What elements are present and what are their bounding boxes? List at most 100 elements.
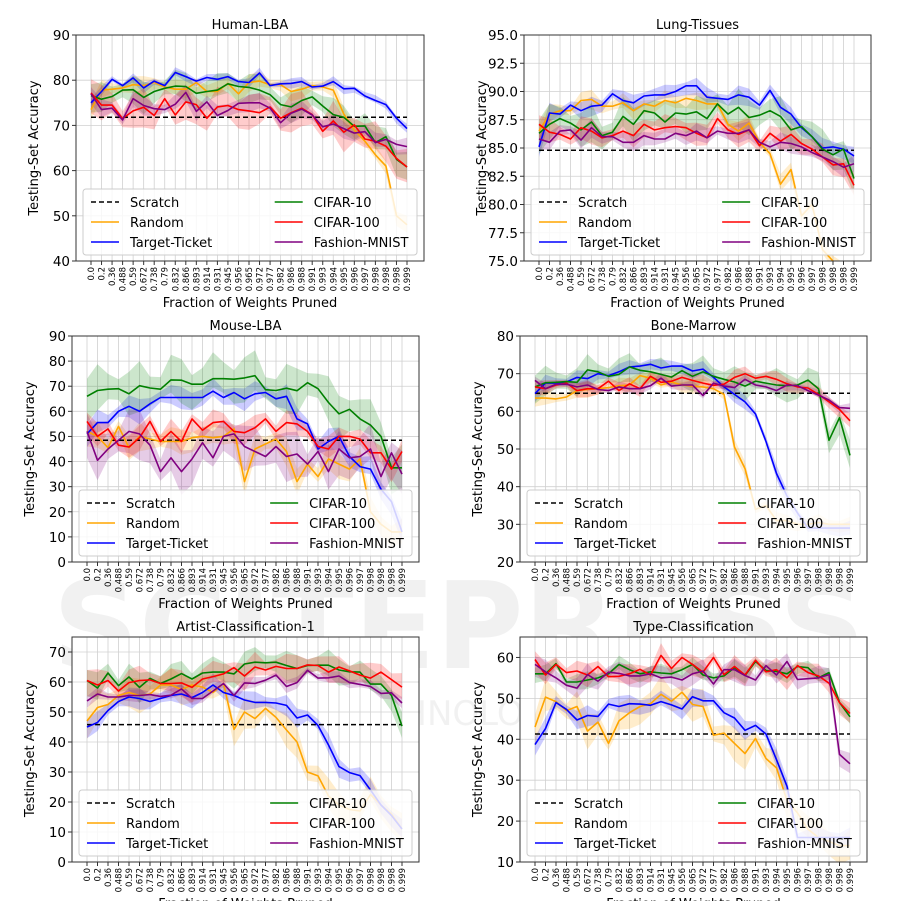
x-tick-label: 0.977 — [714, 267, 724, 291]
x-tick-label: 0.965 — [245, 267, 255, 291]
x-tick-label: 0.965 — [689, 868, 699, 892]
legend-label-fmnist: Fashion-MNIST — [761, 236, 856, 251]
x-tick-label: 0.996 — [346, 868, 356, 892]
x-tick-label: 0.945 — [668, 868, 678, 892]
x-tick-label: 0.488 — [563, 868, 573, 892]
x-tick-label: 0.994 — [325, 868, 335, 892]
x-tick-label: 0.988 — [745, 267, 755, 291]
x-tick-label: 0.914 — [199, 868, 209, 892]
band-cifar10 — [539, 88, 854, 194]
x-tick-label: 0.931 — [657, 568, 667, 592]
x-tick-label: 0.986 — [283, 868, 293, 892]
x-tick-label: 0.977 — [266, 267, 276, 291]
x-tick-label: 0.931 — [213, 267, 223, 291]
x-tick-label: 0.36 — [108, 267, 118, 286]
x-tick-label: 0.998 — [371, 267, 381, 291]
x-tick-label: 0.945 — [220, 568, 230, 592]
legend-label-cifar10: CIFAR-10 — [757, 497, 815, 512]
x-tick-label: 0.672 — [588, 267, 598, 291]
x-tick-label: 0.866 — [630, 267, 640, 291]
x-tick-label: 0.982 — [272, 568, 282, 592]
x-tick-label: 0.977 — [262, 868, 272, 892]
y-tick-label: 60 — [49, 675, 66, 691]
x-tick-label: 0.998 — [829, 267, 839, 291]
band-cifar100 — [91, 79, 407, 183]
series-line-target — [86, 390, 403, 533]
y-tick-label: 50 — [49, 429, 66, 445]
y-tick-label: 0 — [57, 555, 66, 571]
x-tick-label: 0.672 — [584, 568, 594, 592]
x-tick-label: 0.991 — [752, 868, 762, 892]
band-cifar10 — [87, 647, 402, 738]
legend-box — [82, 188, 418, 256]
legend-label-cifar10: CIFAR-10 — [309, 497, 367, 512]
x-tick-label: 0.988 — [298, 267, 308, 291]
y-tick-label: 50 — [497, 442, 514, 458]
series-line-target — [90, 71, 408, 130]
band-cifar10 — [535, 353, 850, 469]
x-tick-label: 0.488 — [115, 568, 125, 592]
legend-label-cifar10: CIFAR-10 — [761, 196, 819, 211]
x-tick-label: 0.972 — [699, 568, 709, 592]
x-tick-label: 0.998 — [377, 568, 387, 592]
x-tick-label: 0.931 — [657, 868, 667, 892]
x-tick-label: 0.0 — [535, 267, 545, 281]
legend-label-scratch: Scratch — [126, 497, 175, 512]
x-tick-label: 0.672 — [136, 568, 146, 592]
x-tick-label: 0.914 — [199, 568, 209, 592]
x-tick-label: 0.59 — [573, 868, 583, 887]
x-tick-label: 0.965 — [689, 568, 699, 592]
x-tick-label: 0.79 — [157, 568, 167, 587]
x-tick-label: 0.995 — [340, 267, 350, 291]
x-tick-label: 0.36 — [552, 568, 562, 587]
x-tick-label: 0.945 — [224, 267, 234, 291]
x-tick-label: 0.994 — [329, 267, 339, 291]
x-tick-label: 0.977 — [710, 568, 720, 592]
x-axis-label: Fraction of Weights Pruned — [158, 597, 333, 612]
x-tick-label: 0.956 — [235, 267, 245, 291]
y-axis-label: Testing-Set Accuracy — [475, 80, 490, 217]
x-tick-label: 0.998 — [382, 267, 392, 291]
y-axis-label: Testing-Set Accuracy — [471, 381, 486, 518]
series-line-fmnist — [86, 430, 403, 478]
legend-label-cifar10: CIFAR-10 — [314, 196, 372, 211]
chart-panel-lung-tissues: Lung-Tissues 75.0 77.5 80.0 82.5 85.0 87.5 90.0… — [475, 18, 872, 311]
chart-title: Lung-Tissues — [656, 18, 739, 33]
x-tick-label: 0.998 — [393, 267, 403, 291]
x-axis-label: Fraction of Weights Pruned — [610, 296, 785, 311]
plot-content — [538, 77, 855, 261]
y-axis-label: Testing-Set Accuracy — [471, 682, 486, 819]
x-tick-label: 0.972 — [251, 568, 261, 592]
legend-label-cifar10: CIFAR-10 — [309, 797, 367, 812]
y-axis-label: Testing-Set Accuracy — [27, 80, 42, 217]
y-tick-label: 70 — [49, 645, 66, 661]
y-tick-label: 30 — [49, 765, 66, 781]
x-tick-label: 0.982 — [720, 868, 730, 892]
band-fmnist — [535, 653, 850, 774]
x-tick-label: 0.2 — [98, 267, 108, 281]
x-tick-label: 0.986 — [731, 568, 741, 592]
x-tick-label: 0.997 — [356, 868, 366, 892]
legend-label-random: Random — [130, 216, 184, 231]
x-tick-label: 0.2 — [542, 568, 552, 582]
x-tick-label: 0.914 — [651, 267, 661, 291]
chart-title: Type-Classification — [632, 620, 754, 635]
x-tick-label: 0.993 — [314, 568, 324, 592]
y-tick-label: 30 — [497, 773, 514, 789]
x-tick-label: 0.986 — [735, 267, 745, 291]
legend-label-scratch: Scratch — [130, 196, 179, 211]
plot-frame — [519, 636, 868, 863]
legend-label-fmnist: Fashion-MNIST — [309, 837, 404, 852]
x-tick-label: 0.36 — [556, 267, 566, 286]
x-tick-label: 0.996 — [794, 568, 804, 592]
legend-box — [530, 188, 865, 256]
x-tick-label: 0.972 — [251, 868, 261, 892]
x-tick-label: 0.993 — [314, 868, 324, 892]
band-fmnist — [91, 84, 407, 155]
legend-label-target: Target-Ticket — [125, 837, 208, 852]
x-tick-label: 0.738 — [146, 568, 156, 592]
x-tick-label: 0.488 — [567, 267, 577, 291]
x-tick-label: 0.993 — [319, 267, 329, 291]
x-tick-label: 0.982 — [720, 568, 730, 592]
